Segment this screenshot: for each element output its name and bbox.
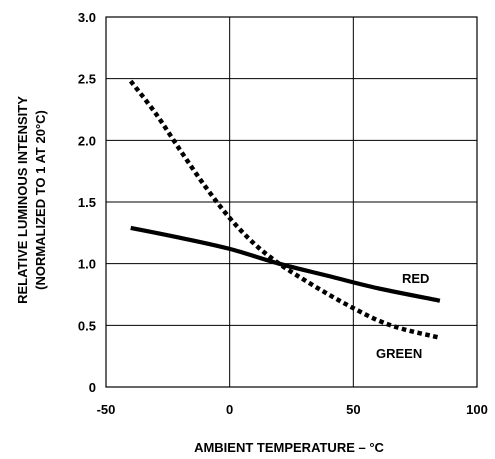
- x-tick-label: 50: [346, 402, 360, 417]
- series-line-green: [128, 79, 441, 340]
- y-tick-label: 2.0: [78, 133, 96, 148]
- y-axis-title-line1: RELATIVE LUMINOUS INTENSITY: [15, 96, 30, 304]
- series-label-red: RED: [402, 271, 429, 286]
- series-label-green: GREEN: [376, 346, 422, 361]
- x-tick-label: -50: [97, 402, 116, 417]
- y-tick-label: 1.5: [78, 195, 96, 210]
- x-tick-label: 100: [466, 402, 488, 417]
- x-tick-label: 0: [226, 402, 233, 417]
- series-lines: [128, 79, 441, 340]
- y-tick-label: 0: [89, 380, 96, 395]
- y-tick-label: 2.5: [78, 72, 96, 87]
- x-axis-title: AMBIENT TEMPERATURE – °C: [194, 440, 384, 455]
- series-line-red: [130, 225, 441, 303]
- y-tick-label: 3.0: [78, 10, 96, 25]
- plot-frame: [105, 16, 478, 388]
- y-axis-title-line2: (NORMALIZED TO 1 AT 20°C): [33, 110, 48, 290]
- y-tick-label: 1.0: [78, 257, 96, 272]
- y-tick-label: 0.5: [78, 318, 96, 333]
